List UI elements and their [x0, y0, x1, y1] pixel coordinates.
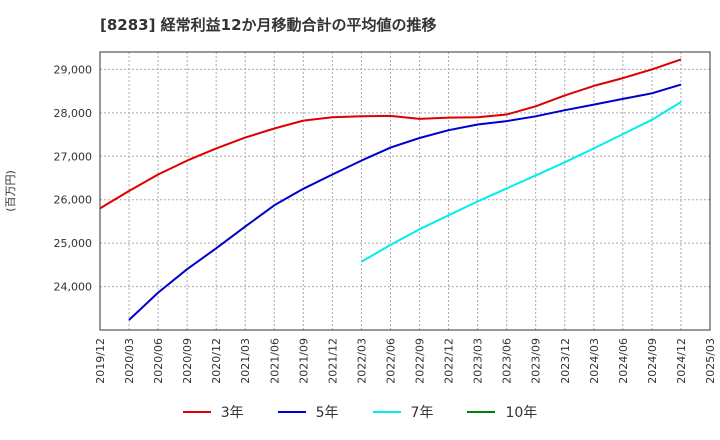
legend-label: 5年	[315, 405, 339, 421]
legend-swatch	[277, 411, 306, 413]
y-tick-label: 29,000	[54, 63, 93, 76]
legend-item: 5年	[277, 402, 339, 422]
legend-swatch	[372, 411, 401, 413]
plot-area-frame	[99, 51, 711, 331]
x-tick-label: 2023/06	[501, 338, 514, 384]
x-axis-ticks: 2019/12 2020/03 2020/06 2020/09 2020/12 2021/…	[94, 338, 717, 384]
y-tick-label: 25,000	[54, 237, 93, 250]
x-tick-label: 2022/06	[384, 338, 397, 384]
x-tick-label: 2024/09	[646, 338, 659, 384]
x-tick-label: 2021/06	[268, 338, 281, 384]
x-tick-label: 2023/09	[530, 338, 543, 384]
legend-label: 3年	[220, 405, 244, 421]
series-line	[128, 83, 682, 321]
legend-swatch	[467, 411, 496, 413]
x-tick-label: 2023/12	[559, 338, 572, 384]
legend-label: 10年	[505, 405, 538, 421]
y-axis-ticks: 24,000 25,000 26,000 27,000 28,000 29,000	[54, 63, 93, 293]
x-tick-label: 2020/06	[152, 338, 165, 384]
series-line	[99, 58, 682, 210]
legend: 3年 5年 7年 10年	[0, 402, 720, 422]
x-tick-label: 2021/09	[297, 338, 310, 384]
legend-item: 3年	[182, 402, 244, 422]
grid-lines	[99, 52, 711, 330]
x-tick-label: 2024/03	[588, 338, 601, 384]
y-tick-label: 27,000	[54, 150, 93, 163]
legend-item: 10年	[467, 402, 537, 422]
chart-title: [8283] 経常利益12か月移動合計の平均値の推移	[100, 16, 437, 34]
x-tick-label: 2020/12	[210, 338, 223, 384]
x-tick-label: 2020/09	[181, 338, 194, 384]
legend-swatch	[182, 411, 211, 413]
legend-label: 7年	[410, 405, 434, 421]
x-tick-label: 2020/03	[123, 338, 136, 384]
series-lines	[99, 58, 682, 321]
y-axis-label: (百万円)	[4, 170, 17, 212]
series-line	[360, 101, 682, 263]
x-tick-label: 2022/09	[414, 338, 427, 384]
x-tick-label: 2022/03	[355, 338, 368, 384]
x-tick-label: 2021/12	[326, 338, 339, 384]
x-tick-label: 2024/06	[617, 338, 630, 384]
y-tick-label: 28,000	[54, 107, 93, 120]
x-tick-label: 2021/03	[239, 338, 252, 384]
legend-item: 7年	[372, 402, 434, 422]
x-tick-label: 2024/12	[675, 338, 688, 384]
x-tick-label: 2022/12	[443, 338, 456, 384]
y-tick-label: 24,000	[54, 281, 93, 294]
y-tick-label: 26,000	[54, 194, 93, 207]
x-tick-label: 2025/03	[704, 338, 717, 384]
x-tick-label: 2023/03	[472, 338, 485, 384]
x-tick-label: 2019/12	[94, 338, 107, 384]
